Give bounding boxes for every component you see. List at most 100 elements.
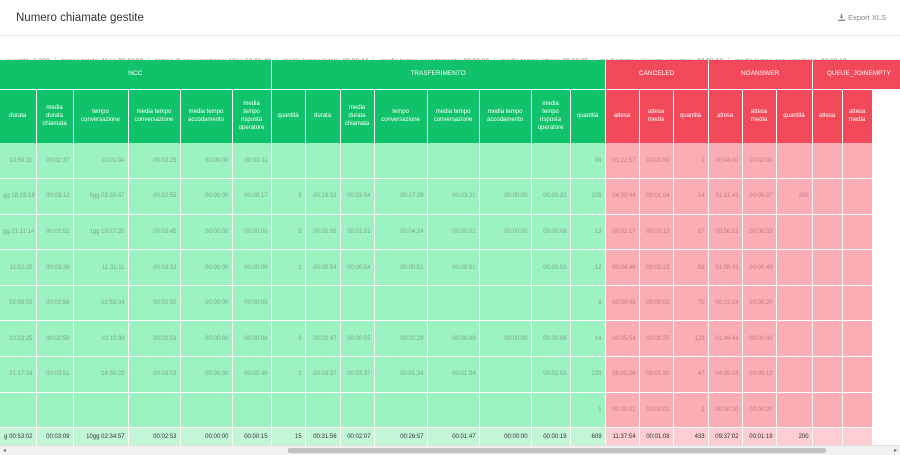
table-cell: 00:26:57 [374, 427, 428, 445]
table-cell [812, 392, 843, 429]
column-header[interactable]: attesa media [742, 88, 777, 143]
table-cell [842, 356, 873, 393]
column-header[interactable]: attesa [708, 88, 743, 143]
page-header: Numero chiamate gestite Export XLS [0, 0, 900, 36]
table-row[interactable]: 10:23:25 00:02:59 10:10:39 00:02:53 00:00:00… [0, 320, 900, 358]
table-cell: 00:01:47 [427, 427, 480, 445]
column-header[interactable]: media tempo conversazione [427, 88, 480, 143]
column-header[interactable]: attesa [605, 88, 640, 143]
table-cell: 00:00:52 [427, 214, 480, 251]
table-cell: 00:00:19 [531, 427, 571, 445]
table-cell [812, 214, 843, 251]
table-cell: 5 [271, 178, 306, 215]
table-cell: 04:05:18 [708, 356, 743, 393]
table-cell: 00:00:06 [232, 214, 272, 251]
table-cell [305, 285, 341, 322]
table-cell: 16:50:22 [73, 356, 129, 393]
column-header[interactable]: media tempo conversazione [128, 88, 181, 143]
table-total-row[interactable]: g 00:53:02 00:03:09 10gg 02:34:57 00:02:53 0… [0, 427, 900, 445]
table-cell: 00:00:03 [531, 249, 571, 286]
table-cell: 99 [570, 143, 606, 180]
table-row[interactable]: 1 00:00:01 00:00:01 1 00:00:20 00:00:20 [0, 392, 900, 429]
horizontal-scrollbar[interactable]: ◂ ▸ [0, 445, 900, 455]
table-cell [479, 356, 532, 393]
column-header[interactable]: quantità [271, 88, 306, 143]
table-cell: 00:02:29 [374, 320, 428, 358]
column-header[interactable]: attesa media [639, 88, 674, 143]
table-cell: 09:37:02 [708, 427, 743, 445]
table-cell: 87 [673, 214, 709, 251]
table-cell: 6gg 03:50:47 [73, 178, 129, 215]
table-cell: 00:03:51 [36, 356, 74, 393]
scroll-right-icon[interactable]: ▸ [893, 448, 897, 454]
table-row[interactable]: 11:52:25 00:03:39 11:31:11 00:03:32 00:00:00… [0, 249, 900, 286]
table-cell [776, 249, 813, 286]
table-row[interactable]: gg 18:19:18 00:03:12 6gg 03:50:47 00:02:55 0… [0, 178, 900, 215]
table-row[interactable]: 10:50:20 00:02:37 10:01:04 00:02:25 00:00:00… [0, 143, 900, 180]
table-cell: 2 [673, 143, 709, 180]
results-table-container[interactable]: NCC TRASFERIMENTO CANCELED NOANSWER QUEUE_JO… [0, 60, 900, 445]
table-cell: 00:00:20 [742, 392, 777, 429]
table-cell: 00:00:06 [232, 249, 272, 286]
table-cell: 10:50:20 [0, 143, 37, 180]
table-cell: 00:02:51 [36, 214, 74, 251]
column-header[interactable]: durata [0, 88, 37, 143]
column-header[interactable]: media durata chiamata [36, 88, 74, 143]
group-header-row: NCC TRASFERIMENTO CANCELED NOANSWER QUEUE_JO… [0, 60, 900, 89]
table-cell: 00:01:34 [374, 356, 428, 393]
table-cell [479, 249, 532, 286]
table-cell: 00:17:39 [374, 178, 428, 215]
table-cell: 00:00:55 [340, 320, 375, 358]
column-header[interactable]: quantità [570, 88, 606, 143]
column-header[interactable]: media tempo accodamento [479, 88, 532, 143]
table-cell: 200 [776, 427, 813, 445]
table-cell [374, 285, 428, 322]
table-row[interactable]: 21:17:18 00:03:51 16:50:22 00:03:03 00:00:00… [0, 356, 900, 393]
column-header[interactable]: media tempo accodamento [180, 88, 233, 143]
table-cell: 21:17:18 [0, 356, 37, 393]
table-cell [0, 392, 37, 429]
group-header-trasferimento: TRASFERIMENTO [271, 60, 606, 89]
table-cell [812, 143, 843, 180]
table-cell: g 00:53:02 [0, 427, 37, 445]
table-cell [812, 356, 843, 393]
column-header[interactable]: quantità [673, 88, 709, 143]
table-cell: 00:02:37 [36, 143, 74, 180]
table-cell [271, 392, 306, 429]
table-cell [340, 392, 375, 429]
column-header[interactable]: tempo conversazione [73, 88, 129, 143]
table-cell: 01:11:43 [708, 178, 743, 215]
column-header[interactable]: quantità [776, 88, 813, 143]
table-row[interactable]: gg 21:11:14 00:02:51 1gg 19:27:20 00:02:45 0… [0, 214, 900, 251]
table-cell [776, 143, 813, 180]
table-row[interactable]: 02:59:02 00:02:56 02:53:34 00:02:50 00:00:00… [0, 285, 900, 322]
column-header[interactable]: tempo conversazione [374, 88, 428, 143]
scrollbar-thumb[interactable] [288, 448, 826, 453]
table-cell: 5 [271, 214, 306, 251]
table-cell: 00:02:53 [128, 320, 181, 358]
column-header[interactable]: media tempo risposta operatore [531, 88, 571, 143]
table-cell [305, 392, 341, 429]
table-cell: 00:00:23 [639, 249, 674, 286]
group-header-ncc: NCC [0, 60, 272, 89]
table-cell [479, 143, 532, 180]
group-header-queue-joinempty: QUEUE_JOINEMPTY [812, 60, 900, 89]
column-header[interactable]: media tempo risposta operatore [232, 88, 272, 143]
table-cell: 00:01:01 [340, 214, 375, 251]
scroll-left-icon[interactable]: ◂ [3, 448, 7, 454]
table-cell [776, 285, 813, 322]
table-cell: 00:05:07 [742, 178, 777, 215]
table-cell: 11:37:54 [605, 427, 640, 445]
column-header[interactable]: attesa media [842, 88, 873, 143]
table-cell: 00:02:50 [128, 285, 181, 322]
column-header[interactable]: media durata chiamata [340, 88, 375, 143]
table-cell: 00:00:15 [232, 427, 272, 445]
export-xls-button[interactable]: Export XLS [838, 13, 886, 22]
table-cell: 00:00:05 [232, 285, 272, 322]
table-cell: 00:00:00 [180, 249, 233, 286]
column-header[interactable]: durata [305, 88, 341, 143]
column-header[interactable]: attesa [812, 88, 843, 143]
table-cell: 200 [776, 178, 813, 215]
table-cell [374, 143, 428, 180]
table-cell [531, 285, 571, 322]
